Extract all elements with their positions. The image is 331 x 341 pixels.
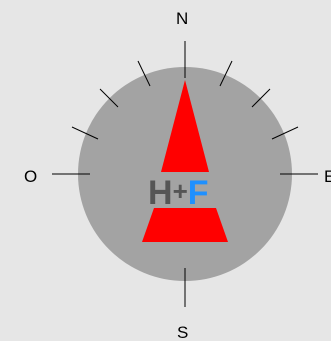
minor-tick — [71, 126, 99, 140]
logo-letter-f: F — [187, 174, 209, 212]
north-label: N — [176, 9, 189, 28]
minor-tick — [271, 126, 299, 140]
compass-needle-tip — [161, 80, 209, 172]
minor-tick — [219, 60, 233, 87]
brand-logo: H+F — [148, 176, 209, 210]
compass-needle-base — [142, 208, 228, 242]
minor-tick — [137, 60, 151, 87]
compass-dial — [78, 67, 292, 281]
logo-letter-h: H — [148, 174, 173, 212]
logo-plus: + — [172, 176, 188, 206]
minor-tick — [99, 88, 119, 108]
south-label: S — [177, 323, 189, 341]
minor-tick — [251, 88, 271, 108]
east-label: E — [324, 167, 331, 186]
west-label: O — [24, 167, 38, 186]
